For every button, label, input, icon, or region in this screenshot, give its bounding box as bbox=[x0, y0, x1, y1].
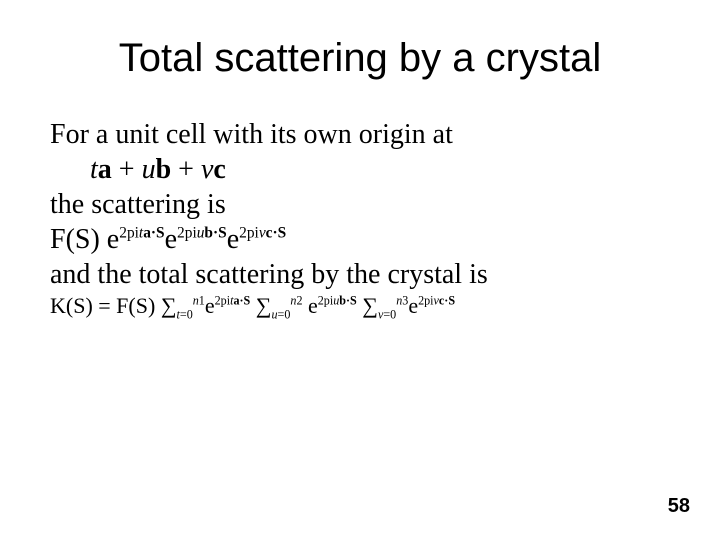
ks-sum1: ∑ bbox=[161, 293, 177, 318]
ks-sub1-eq0: =0 bbox=[180, 307, 193, 321]
page-number: 58 bbox=[668, 495, 690, 518]
fs-exp1-pi: p bbox=[127, 225, 135, 242]
ks-e3: e bbox=[408, 293, 418, 318]
line-total-scattering: and the total scattering by the crystal … bbox=[50, 257, 670, 292]
ks-expa-s: S bbox=[244, 294, 251, 308]
slide-title: Total scattering by a crystal bbox=[50, 36, 670, 81]
fs-exp1-a: a bbox=[143, 225, 151, 242]
fs-exp3: 2pivc·S bbox=[239, 225, 286, 242]
fs-exp3-c: c bbox=[266, 225, 273, 242]
ks-sup1: n1 bbox=[193, 294, 205, 308]
fs-exp3-v: v bbox=[259, 225, 266, 242]
ks-expb-s: S bbox=[350, 294, 357, 308]
line-intro: For a unit cell with its own origin at bbox=[50, 117, 670, 152]
var-v: v bbox=[201, 154, 213, 185]
ks-sub1: t=0 bbox=[177, 307, 193, 321]
ks-sum2: ∑ bbox=[256, 293, 272, 318]
ks-sum3: ∑ bbox=[362, 293, 378, 318]
fs-e2: e bbox=[165, 224, 177, 255]
slide-body: For a unit cell with its own origin at t… bbox=[50, 117, 670, 320]
fs-exp1: 2pita·S bbox=[119, 225, 164, 242]
fs-e1: e bbox=[107, 224, 119, 255]
ks-sup3: n3 bbox=[396, 294, 408, 308]
ks-sub2-eq0: =0 bbox=[278, 307, 291, 321]
ks-exp-c: 2pivc·S bbox=[418, 294, 455, 308]
line-scattering-is: the scattering is bbox=[50, 187, 670, 222]
fs-exp1-2: 2 bbox=[119, 225, 127, 242]
var-u: u bbox=[142, 154, 156, 185]
ks-expc-s: S bbox=[448, 294, 455, 308]
fs-exp2: 2piub·S bbox=[177, 225, 227, 242]
vec-a: a bbox=[98, 154, 112, 185]
fs-exp1-s: S bbox=[156, 225, 165, 242]
fs-exp2-b: b bbox=[204, 225, 213, 242]
fs-label: F(S) bbox=[50, 224, 107, 255]
line-ks-formula: K(S) = F(S) ∑t=0n1e2pita·S ∑u=0n2 e2piub… bbox=[50, 292, 670, 320]
line-fs-formula: F(S) e2pita·Se2piub·Se2pivc·S bbox=[50, 222, 670, 257]
line-cell-origin: ta + ub + vc bbox=[50, 152, 670, 187]
ks-sup2: n2 bbox=[290, 294, 302, 308]
ks-sub2: u=0 bbox=[271, 307, 290, 321]
fs-exp3-pi: p bbox=[247, 225, 255, 242]
vec-c: c bbox=[213, 154, 225, 185]
ks-sub3-eq0: =0 bbox=[383, 307, 396, 321]
fs-exp2-2pi: 2pi bbox=[177, 225, 197, 242]
fs-exp2-s: S bbox=[218, 225, 227, 242]
fs-exp3-2: 2 bbox=[239, 225, 247, 242]
ks-e2: e bbox=[308, 293, 318, 318]
ks-expb-2pi: 2pi bbox=[318, 294, 333, 308]
ks-e1: e bbox=[205, 293, 215, 318]
var-t: t bbox=[90, 154, 98, 185]
ks-expb-b: b bbox=[339, 294, 346, 308]
ks-exp-b: 2piub·S bbox=[318, 294, 357, 308]
fs-exp3-s: S bbox=[278, 225, 287, 242]
fs-e3: e bbox=[227, 224, 239, 255]
vec-b: b bbox=[156, 154, 172, 185]
ks-label: K(S) = F(S) bbox=[50, 293, 161, 318]
slide: Total scattering by a crystal For a unit… bbox=[0, 0, 720, 540]
ks-sub3: v=0 bbox=[378, 307, 396, 321]
ks-exp-a: 2pita·S bbox=[215, 294, 251, 308]
